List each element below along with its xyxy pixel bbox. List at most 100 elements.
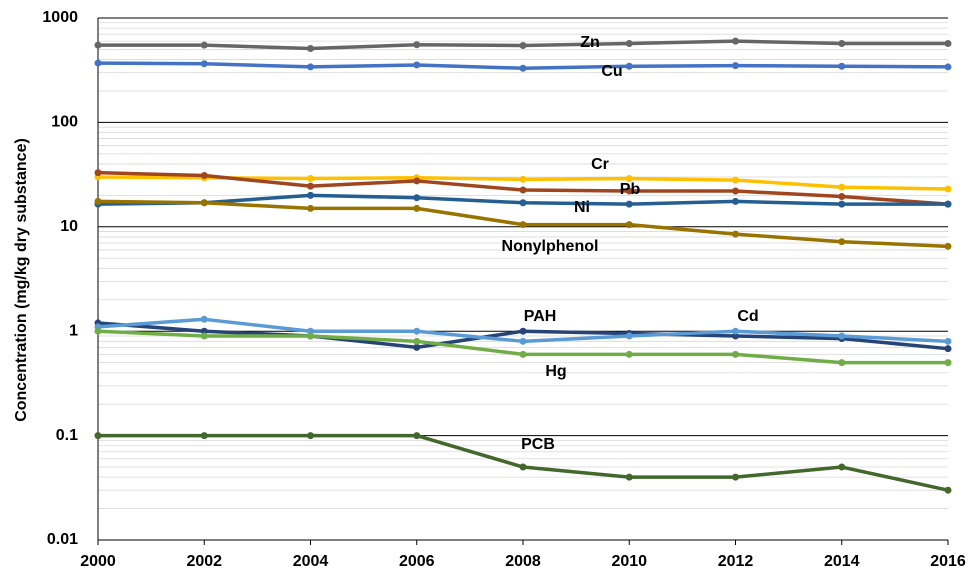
data-point <box>732 350 739 358</box>
data-point <box>307 432 314 440</box>
data-point <box>625 175 633 183</box>
y-tick-label: 10 <box>60 218 78 235</box>
x-tick-label: 2008 <box>505 553 541 570</box>
data-point <box>307 175 314 183</box>
data-point <box>519 42 527 50</box>
data-point <box>413 337 421 345</box>
data-point <box>307 63 314 71</box>
data-point <box>944 486 952 494</box>
data-point <box>838 359 846 367</box>
series-label: Cd <box>737 308 758 325</box>
data-point <box>94 197 102 205</box>
y-tick-label: 0.01 <box>47 531 78 548</box>
y-tick-label: 0.1 <box>56 427 78 444</box>
data-point <box>413 41 421 49</box>
series-label: PCB <box>521 436 555 453</box>
data-point <box>413 343 421 351</box>
data-point <box>307 182 314 190</box>
data-point <box>944 242 952 250</box>
data-point <box>625 62 633 70</box>
x-tick-label: 2000 <box>80 553 116 570</box>
data-point <box>838 193 846 201</box>
series-label: Cu <box>601 63 622 80</box>
data-point <box>307 204 314 212</box>
x-tick-label: 2012 <box>718 553 754 570</box>
x-tick-label: 2010 <box>611 553 647 570</box>
data-point <box>732 62 739 70</box>
data-point <box>625 39 633 47</box>
data-point <box>200 172 208 180</box>
series-label: Zn <box>580 34 600 51</box>
data-point <box>838 332 846 340</box>
data-point <box>94 169 102 177</box>
y-tick-label: 100 <box>51 114 78 131</box>
data-point <box>838 238 846 246</box>
data-point <box>413 194 421 202</box>
data-point <box>625 473 633 481</box>
data-point <box>519 221 527 229</box>
data-point <box>519 64 527 72</box>
data-point <box>413 177 421 185</box>
data-point <box>519 327 527 335</box>
data-point <box>944 359 952 367</box>
data-point <box>519 337 527 345</box>
data-point <box>732 187 739 195</box>
y-tick-label: 1 <box>69 322 78 339</box>
data-point <box>200 199 208 207</box>
data-point <box>625 350 633 358</box>
data-point <box>625 187 633 195</box>
x-tick-label: 2004 <box>293 553 329 570</box>
data-point <box>413 61 421 69</box>
data-point <box>944 337 952 345</box>
data-point <box>519 199 527 207</box>
data-point <box>732 473 739 481</box>
data-point <box>200 315 208 323</box>
series-label: PAH <box>524 308 557 325</box>
data-point <box>94 327 102 335</box>
data-point <box>944 63 952 71</box>
data-point <box>413 327 421 335</box>
data-point <box>732 327 739 335</box>
y-axis-label: Concentration (mg/kg dry substance) <box>13 138 30 422</box>
data-point <box>838 62 846 70</box>
data-point <box>519 350 527 358</box>
data-point <box>94 59 102 67</box>
series-label: Ni <box>574 199 590 216</box>
data-point <box>94 41 102 49</box>
data-point <box>944 345 952 353</box>
data-point <box>200 41 208 49</box>
data-point <box>625 221 633 229</box>
data-point <box>519 186 527 194</box>
data-point <box>200 432 208 440</box>
data-point <box>838 183 846 191</box>
x-tick-label: 2016 <box>930 553 966 570</box>
data-point <box>307 332 314 340</box>
data-point <box>838 463 846 471</box>
data-point <box>838 39 846 47</box>
data-point <box>944 39 952 47</box>
data-point <box>94 432 102 440</box>
series-label: Nonylphenol <box>502 238 599 255</box>
data-point <box>307 191 314 199</box>
data-point <box>625 332 633 340</box>
data-point <box>944 200 952 208</box>
data-point <box>519 175 527 183</box>
series-label: Cr <box>591 156 609 173</box>
series-label: Pb <box>620 181 641 198</box>
data-point <box>413 432 421 440</box>
data-point <box>732 230 739 238</box>
x-tick-label: 2014 <box>824 553 860 570</box>
data-point <box>944 185 952 193</box>
data-point <box>413 204 421 212</box>
data-point <box>732 176 739 184</box>
y-tick-label: 1000 <box>42 9 78 26</box>
x-tick-label: 2006 <box>399 553 435 570</box>
data-point <box>200 332 208 340</box>
data-point <box>307 45 314 53</box>
x-tick-label: 2002 <box>186 553 222 570</box>
data-point <box>732 37 739 45</box>
data-point <box>519 463 527 471</box>
data-point <box>200 60 208 68</box>
